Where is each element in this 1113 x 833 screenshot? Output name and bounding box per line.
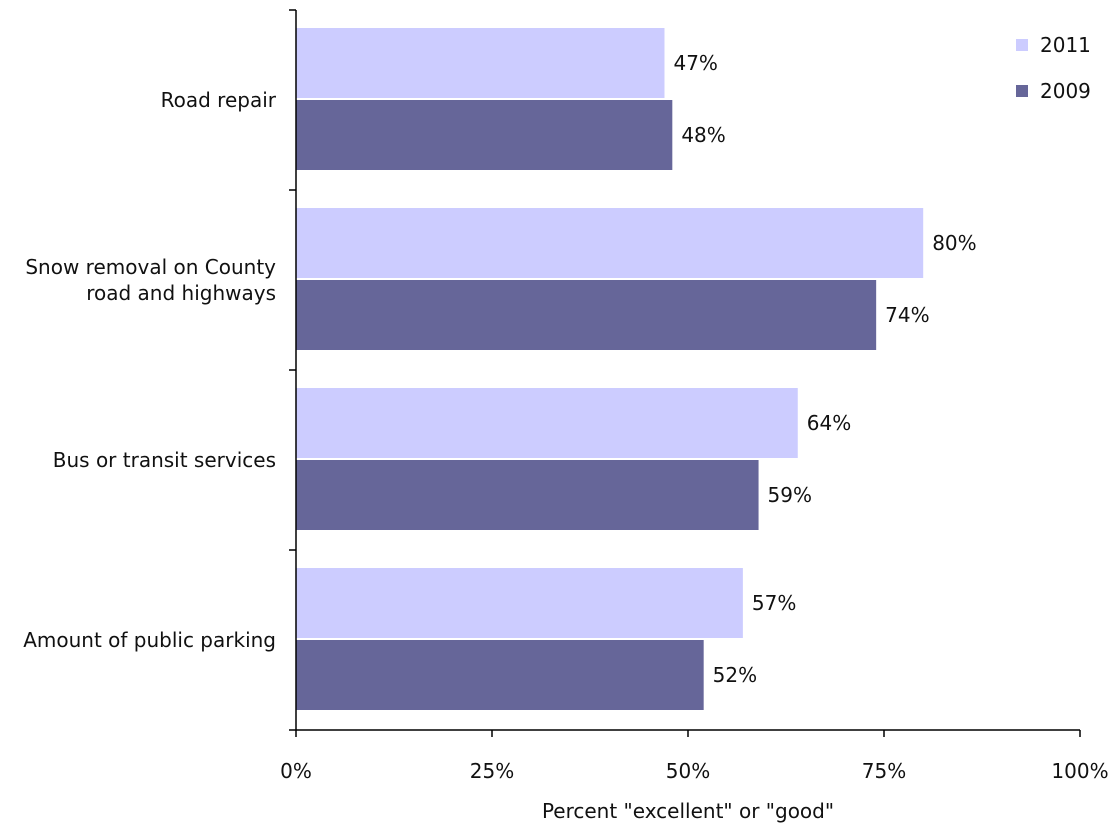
bars-group	[296, 28, 924, 710]
bar-2011-4	[296, 568, 743, 638]
x-tick-label: 50%	[666, 759, 710, 783]
bar-2009-3	[296, 460, 759, 530]
x-tick-label: 25%	[470, 759, 514, 783]
data-label-2011-1: 47%	[673, 51, 717, 75]
axes-group: 0% 25% 50% 75% 100%	[280, 9, 1109, 783]
x-tick-label: 0%	[280, 759, 312, 783]
legend-label-2009: 2009	[1040, 79, 1091, 103]
category-labels-group: Road repair Snow removal on County road an…	[23, 88, 277, 652]
data-label-2011-2: 80%	[932, 231, 976, 255]
data-label-2011-4: 57%	[752, 591, 796, 615]
data-labels-group: 47% 48% 80% 74% 64% 59% 57% 52%	[673, 51, 976, 687]
x-axis-title: Percent "excellent" or "good"	[542, 799, 834, 823]
data-label-2009-4: 52%	[713, 663, 757, 687]
legend: 2011 2009	[1016, 33, 1091, 103]
data-label-2009-1: 48%	[681, 123, 725, 147]
data-label-2009-2: 74%	[885, 303, 929, 327]
category-label-3: Bus or transit services	[53, 448, 276, 472]
bar-2009-2	[296, 280, 877, 350]
bar-2009-1	[296, 100, 673, 170]
bar-2009-4	[296, 640, 704, 710]
x-tick-label: 100%	[1051, 759, 1108, 783]
bar-2011-1	[296, 28, 665, 98]
x-tick-label: 75%	[862, 759, 906, 783]
bar-2011-2	[296, 208, 924, 278]
bar-2011-3	[296, 388, 798, 458]
category-label-4: Amount of public parking	[23, 628, 276, 652]
data-label-2011-3: 64%	[807, 411, 851, 435]
category-label-2: Snow removal on County road and highways	[25, 255, 276, 305]
data-label-2009-3: 59%	[768, 483, 812, 507]
legend-swatch-2011	[1016, 39, 1028, 51]
legend-swatch-2009	[1016, 85, 1028, 97]
category-label-1: Road repair	[161, 88, 277, 112]
legend-label-2011: 2011	[1040, 33, 1091, 57]
